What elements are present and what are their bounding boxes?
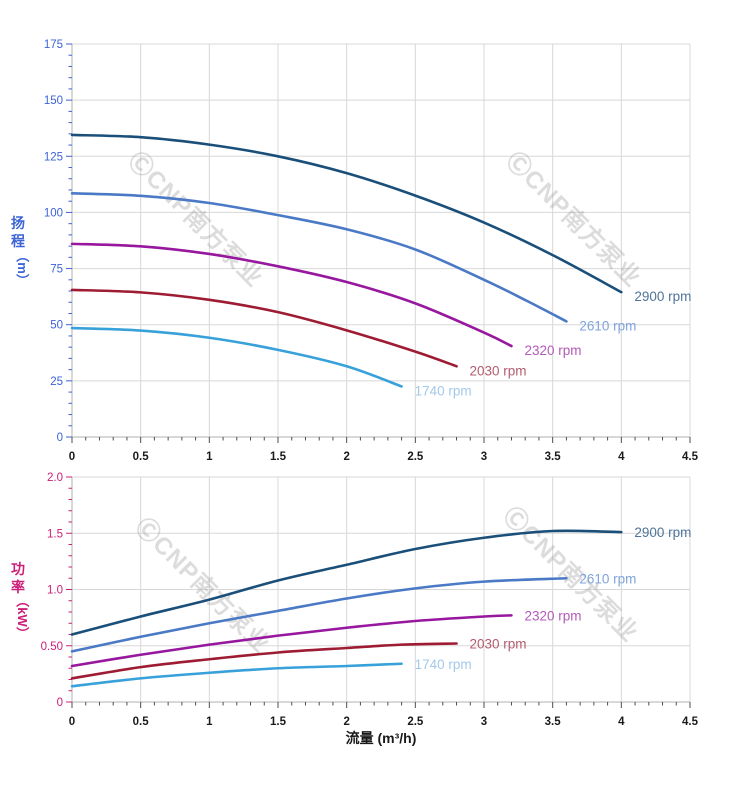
curve-label-2610-rpm: 2610 rpm — [579, 318, 636, 333]
x-axis-title: 流量 (m³/h) — [346, 730, 417, 746]
x-tick-label: 2 — [343, 451, 349, 463]
y-tick-label: 175 — [44, 39, 63, 51]
x-tick-label: 0.5 — [133, 451, 150, 463]
curve-label-2900-rpm: 2900 rpm — [634, 525, 691, 540]
x-tick-label: 0 — [69, 451, 75, 463]
curve-label-2900-rpm: 2900 rpm — [634, 289, 691, 304]
curve-2030-rpm — [70, 288, 458, 368]
y-axis-title: 程 — [11, 233, 25, 249]
y-tick-label: 25 — [50, 376, 63, 388]
x-tick-label: 2.5 — [407, 451, 424, 463]
y-tick-label: 1.5 — [47, 528, 63, 540]
curve-2320-rpm — [70, 614, 513, 668]
y-axis-title: 扬 — [11, 215, 25, 231]
x-tick-label: 4 — [618, 716, 625, 728]
x-tick-label: 3 — [481, 451, 487, 463]
x-tick-label: 4 — [618, 451, 625, 463]
y-tick-label: 150 — [44, 95, 63, 107]
watermark-text: ⒸCNP南方泵业 — [123, 146, 269, 292]
curve-2900-rpm — [70, 529, 623, 636]
curve-1740-rpm — [70, 326, 403, 388]
watermark-text: ⒸCNP南方泵业 — [501, 146, 647, 292]
x-tick-label: 1 — [206, 451, 213, 463]
y-tick-label: 0 — [57, 697, 63, 709]
curve-label-1740-rpm: 1740 rpm — [415, 657, 472, 672]
x-tick-label: 0.5 — [133, 716, 150, 728]
x-tick-label: 3.5 — [545, 451, 562, 463]
y-axis-unit: （kW） — [15, 594, 30, 640]
curve-1740-rpm — [70, 662, 403, 688]
curve-label-2610-rpm: 2610 rpm — [579, 571, 636, 586]
y-tick-label: 100 — [44, 207, 63, 219]
y-tick-label: 1.0 — [47, 585, 63, 597]
curve-2030-rpm — [70, 642, 458, 680]
watermark-text: ⒸCNP南方泵业 — [130, 512, 276, 658]
x-tick-label: 3.5 — [545, 716, 562, 728]
curve-2320-rpm — [70, 242, 513, 348]
y-axis-title: 率 — [11, 579, 25, 595]
curve-2610-rpm — [70, 192, 568, 323]
x-tick-label: 4.5 — [682, 716, 699, 728]
y-tick-label: 125 — [44, 151, 63, 163]
curve-label-2030-rpm: 2030 rpm — [470, 363, 527, 378]
curve-label-2030-rpm: 2030 rpm — [470, 637, 527, 652]
y-tick-label: 50 — [50, 320, 63, 332]
x-tick-label: 0 — [69, 716, 75, 728]
x-tick-label: 1.5 — [270, 451, 287, 463]
x-tick-label: 1.5 — [270, 716, 287, 728]
y-tick-label: 2.0 — [47, 472, 63, 484]
curve-label-2320-rpm: 2320 rpm — [524, 608, 581, 623]
x-tick-label: 2 — [343, 716, 349, 728]
y-tick-label: 0.50 — [41, 641, 63, 653]
x-tick-label: 3 — [481, 716, 487, 728]
y-tick-label: 0 — [57, 432, 63, 444]
x-tick-label: 4.5 — [682, 451, 699, 463]
curve-label-2320-rpm: 2320 rpm — [524, 343, 581, 358]
curve-label-1740-rpm: 1740 rpm — [415, 383, 472, 398]
y-tick-label: 75 — [50, 264, 63, 276]
curve-2610-rpm — [70, 576, 568, 653]
y-axis-unit: （m） — [15, 249, 30, 287]
x-tick-label: 2.5 — [407, 716, 424, 728]
curve-2900-rpm — [70, 133, 623, 294]
x-tick-label: 1 — [206, 716, 213, 728]
y-axis-title: 功 — [11, 561, 25, 577]
